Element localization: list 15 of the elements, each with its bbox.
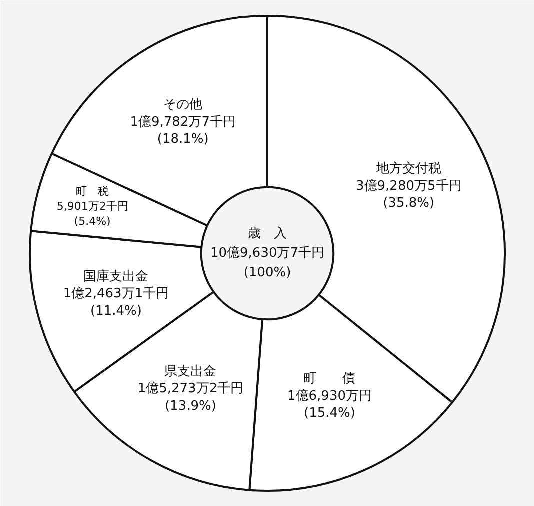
slice-label: 県支出金: [164, 364, 217, 380]
text: 10億9,630万7千円: [210, 246, 325, 261]
slice-label: 町 債: [304, 372, 356, 387]
data-label: 1億6,930万円 (15.4%): [287, 388, 372, 422]
data-label: 1億9,782万7千円 (18.1%): [130, 114, 236, 148]
data-label: 1億2,463万1千円 (11.4%): [63, 286, 170, 319]
text: (100%): [244, 266, 292, 280]
data-label: 3億9,280万5千円 (35.8%): [356, 178, 462, 212]
slice-label: 国庫支出金: [84, 268, 149, 284]
slice-label: 地方交付税: [375, 160, 442, 177]
slice-label: 町 税: [76, 185, 110, 198]
slice-label: その他: [164, 98, 203, 113]
data-label: 1億5,273万2千円 (13.9%): [138, 382, 244, 414]
data-label: 5,901万2千円 (5.4%): [56, 200, 128, 228]
text: 歳 入: [248, 226, 287, 242]
